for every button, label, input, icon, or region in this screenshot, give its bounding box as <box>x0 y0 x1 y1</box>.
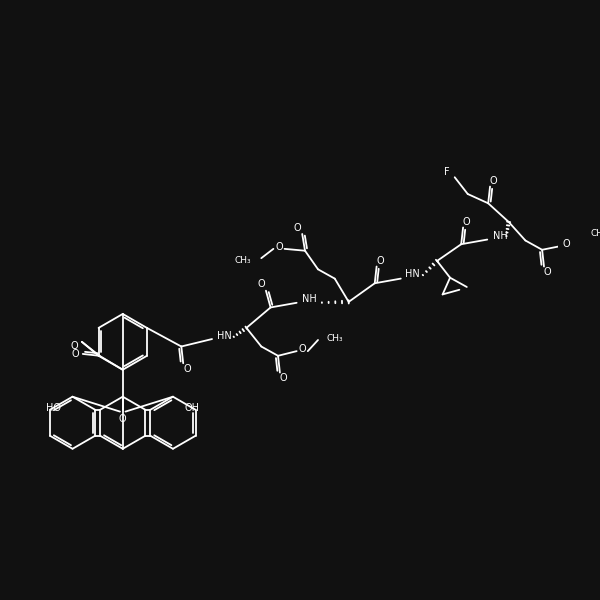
Text: O: O <box>562 239 570 249</box>
Text: O: O <box>377 256 384 266</box>
Text: NH: NH <box>493 231 508 241</box>
Text: F: F <box>445 167 450 176</box>
Text: HO: HO <box>46 403 61 413</box>
Text: O: O <box>183 364 191 374</box>
Text: OH: OH <box>184 403 199 413</box>
Text: O: O <box>119 414 127 424</box>
Text: O: O <box>71 349 79 359</box>
Text: HN: HN <box>217 331 232 341</box>
Text: CH₃: CH₃ <box>326 334 343 343</box>
Text: O: O <box>463 217 470 227</box>
Text: O: O <box>275 242 283 252</box>
Text: O: O <box>257 279 265 289</box>
Text: O: O <box>294 223 301 233</box>
Text: NH: NH <box>302 294 317 304</box>
Text: CH₃: CH₃ <box>235 256 251 265</box>
Text: CH₃: CH₃ <box>590 229 600 238</box>
Text: O: O <box>71 341 78 350</box>
Text: HN: HN <box>406 269 420 279</box>
Text: O: O <box>490 176 497 186</box>
Text: O: O <box>298 344 306 354</box>
Text: O: O <box>280 373 287 383</box>
Text: O: O <box>544 267 551 277</box>
